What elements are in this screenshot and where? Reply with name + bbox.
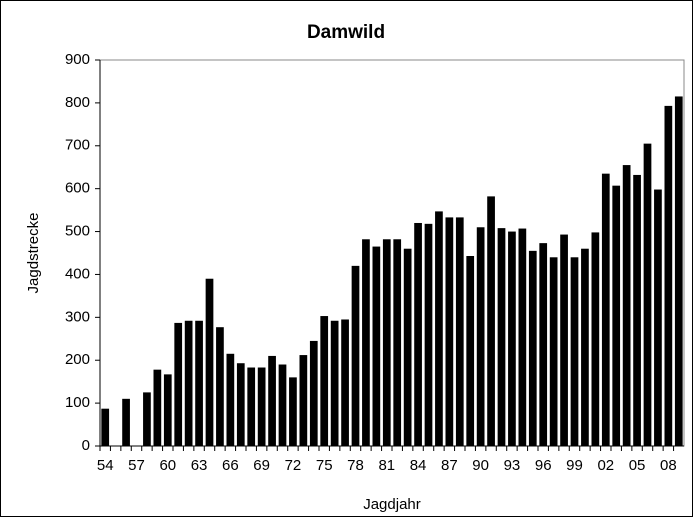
bar <box>528 250 537 446</box>
bar <box>351 265 360 446</box>
x-tick-label: 72 <box>285 457 302 474</box>
bar <box>216 327 224 446</box>
y-tick-label: 400 <box>65 265 90 282</box>
y-tick-label: 300 <box>65 308 90 325</box>
x-tick-label: 78 <box>347 457 364 474</box>
bar <box>226 353 235 446</box>
bar <box>195 320 203 446</box>
bar <box>476 227 485 446</box>
bar <box>539 243 548 446</box>
bar <box>487 196 495 446</box>
x-tick-label: 69 <box>253 457 270 474</box>
bar <box>382 239 391 446</box>
bar <box>664 105 673 446</box>
bar <box>257 367 266 446</box>
bar <box>174 322 183 446</box>
bar <box>570 257 579 446</box>
bar <box>497 228 506 446</box>
bar <box>278 364 287 446</box>
bar <box>143 392 151 446</box>
bar <box>455 217 464 446</box>
bar <box>163 374 172 446</box>
bar <box>424 223 433 446</box>
y-tick-label: 900 <box>65 51 90 68</box>
bar <box>445 217 454 446</box>
bar <box>466 256 475 446</box>
bar <box>153 369 162 446</box>
x-tick-label: 54 <box>97 457 114 474</box>
x-tick-label: 87 <box>441 457 458 474</box>
bar <box>622 165 631 447</box>
bar <box>289 377 297 446</box>
bar <box>612 185 621 447</box>
bar <box>549 257 558 446</box>
x-tick-label: 66 <box>222 457 239 474</box>
y-axis-title: Jagdstrecke <box>25 213 42 294</box>
bar <box>601 173 610 446</box>
x-tick-label: 84 <box>410 457 427 474</box>
bar <box>320 316 329 446</box>
y-tick-label: 500 <box>65 223 90 240</box>
x-tick-label: 90 <box>472 457 489 474</box>
x-tick-label: 75 <box>316 457 333 474</box>
x-tick-label: 02 <box>597 457 614 474</box>
x-tick-label: 08 <box>660 457 677 474</box>
bar <box>633 174 641 447</box>
y-tick-label: 200 <box>65 351 90 368</box>
x-tick-label: 57 <box>128 457 145 474</box>
x-tick-label: 60 <box>159 457 176 474</box>
bar <box>372 246 381 446</box>
x-tick-label: 05 <box>629 457 646 474</box>
bar <box>654 189 662 446</box>
bar <box>268 355 276 446</box>
bar <box>508 231 516 446</box>
y-tick-label: 600 <box>65 180 90 197</box>
bar <box>414 222 422 446</box>
y-tick-label: 700 <box>65 137 90 154</box>
bar <box>330 320 339 446</box>
x-tick-label: 63 <box>191 457 208 474</box>
bar <box>591 232 600 446</box>
bar <box>362 239 370 446</box>
y-tick-label: 100 <box>65 394 90 411</box>
bar <box>435 211 443 446</box>
bar <box>309 340 318 446</box>
bar <box>236 363 245 446</box>
bar <box>581 248 589 446</box>
bar <box>518 228 527 446</box>
y-tick-label: 0 <box>82 437 90 454</box>
bar <box>122 398 130 446</box>
bar <box>560 234 568 446</box>
bar <box>674 96 683 446</box>
x-tick-label: 99 <box>566 457 583 474</box>
x-tick-label: 96 <box>535 457 552 474</box>
bar <box>247 367 256 446</box>
chart-title: Damwild <box>307 22 385 43</box>
bar <box>101 408 110 446</box>
y-tick-label: 800 <box>65 94 90 111</box>
bar <box>393 239 402 446</box>
bar <box>643 143 652 446</box>
x-axis-title: Jagdjahr <box>363 496 421 513</box>
x-tick-label: 93 <box>504 457 521 474</box>
bar <box>184 320 193 446</box>
bar <box>403 248 412 446</box>
bar <box>205 278 214 446</box>
x-tick-label: 81 <box>378 457 395 474</box>
bar <box>341 319 349 446</box>
bar <box>299 355 308 446</box>
